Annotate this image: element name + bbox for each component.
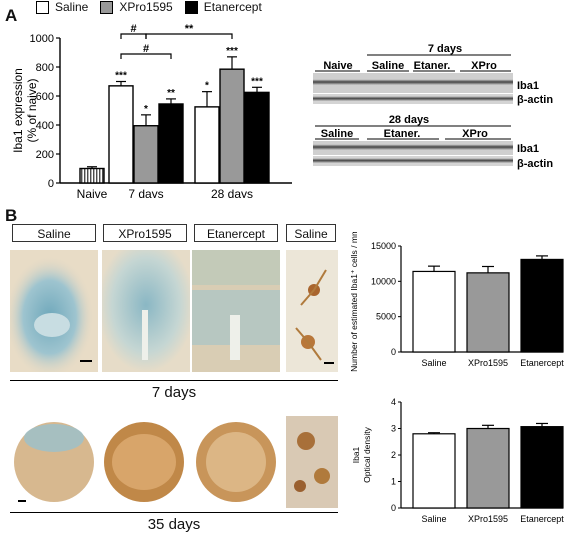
- micrograph-etanercept-35d: [192, 416, 280, 508]
- chart-b1-ytick-label: 10000: [371, 276, 396, 286]
- blot1-lane-xpro: XPro: [471, 60, 497, 72]
- chart-a-ytick-label: 200: [36, 149, 54, 161]
- blot2-lane-xpro: XPro: [462, 128, 488, 140]
- chart-b1-ytick-label: 0: [391, 347, 396, 357]
- chart-a: 0 200 400 600 800 1000 Iba1 expression(% of na…: [11, 23, 292, 198]
- chart-b2-bar-etanercept: [520, 426, 564, 509]
- chart-a-ytick-label: 400: [36, 120, 54, 132]
- chart-a-bar-Naive-Naive: [79, 167, 105, 184]
- chart-a-ytick-label: 800: [36, 62, 54, 74]
- blot2-actin-band: [313, 158, 513, 163]
- micrograph-etanercept-7d: [192, 250, 280, 372]
- chart-a-bracket-3-label: **: [185, 23, 194, 35]
- chart-b2-ytick-label: 2: [391, 450, 396, 460]
- blot2-lane-saline: Saline: [321, 128, 353, 140]
- img-label-etanercept: Etanercept: [194, 224, 278, 242]
- blot1-lane-saline: Saline: [372, 60, 404, 72]
- chart-a-ytick-label: 1000: [30, 33, 54, 45]
- chart-b1-ytick-label: 15000: [371, 241, 396, 251]
- blot2-lane-etaner: Etaner.: [384, 128, 421, 140]
- chart-b2-xlabel-etanercept: Etanercept: [520, 514, 564, 524]
- chart-a-bracket-3: [145, 33, 233, 39]
- micrograph-saline-7d: [10, 250, 98, 372]
- chart-b1-xlabel-etanercept: Etanercept: [520, 358, 564, 368]
- blot2-header: 28 days: [389, 114, 429, 126]
- chart-a-ytick-label: 600: [36, 91, 54, 103]
- chart-a-bar-28days-XPro1595: [219, 68, 245, 184]
- chart-a-xlabel-naive: Naive: [77, 187, 108, 198]
- chart-b1-ylabel: Number of estimated Iba1⁺ cells / mm²: [349, 232, 359, 372]
- chart-b-optical-density: 0 1 2 3 4 Iba1Optical density Saline XPro1595 Et…: [351, 397, 564, 524]
- chart-a-bracket-1-label: #: [130, 23, 136, 35]
- chart-a-bar-7days-XPro1595: [133, 125, 159, 184]
- chart-b2-ytick-label: 0: [391, 503, 396, 513]
- chart-b2-ytick-label: 4: [391, 397, 396, 407]
- chart-a-sig-label: *: [144, 104, 148, 115]
- chart-a-xlabel-7days: 7 days: [128, 187, 163, 198]
- chart-b2-xlabel-xpro1595: XPro1595: [468, 514, 508, 524]
- blot2-label-actin: β-actin: [517, 158, 553, 170]
- chart-b1-ytick-label: 5000: [376, 312, 396, 322]
- chart-a-sig-label: ***: [226, 46, 238, 57]
- chart-b2-bar-xpro1595: [466, 427, 510, 509]
- chart-a-bar-28days-Etanercept: [244, 91, 270, 184]
- chart-a-bar-7days-Etanercept: [158, 103, 184, 184]
- chart-a-bracket-2: [120, 53, 172, 59]
- divider-35d: [10, 512, 338, 513]
- blot1-lane-naive: Naive: [323, 60, 352, 72]
- blot1-header: 7 days: [428, 43, 462, 55]
- blot1-actin-band: [313, 96, 513, 101]
- chart-a-bar-28days-Saline: [194, 106, 220, 184]
- legend-swatch-etanercept: [184, 0, 198, 14]
- label-7-days: 7 days: [151, 384, 197, 401]
- micrograph-saline-7d-zoom: [286, 250, 338, 372]
- chart-b1-xlabel-saline: Saline: [421, 358, 446, 368]
- chart-b2-xlabel-saline: Saline: [421, 514, 446, 524]
- legend-label-etanercept: Etanercept: [203, 0, 262, 14]
- img-label-saline-zoom: Saline: [286, 224, 336, 242]
- chart-b1-bar-xpro1595: [466, 272, 510, 353]
- micrograph-xpro1595-35d: [100, 416, 188, 508]
- blot1-lane-etaner: Etaner.: [414, 60, 451, 72]
- micrograph-saline-35d: [10, 416, 98, 508]
- chart-a-sig-label: ***: [115, 71, 127, 82]
- chart-a-bar-7days-Saline: [108, 85, 134, 184]
- label-35-days: 35 days: [147, 516, 201, 533]
- chart-a-sig-label: *: [205, 81, 209, 92]
- chart-a-bracket-2-label: #: [143, 43, 149, 55]
- chart-a-xlabel-28days: 28 days: [211, 187, 253, 198]
- chart-a-ytick-label: 0: [48, 178, 54, 190]
- micrograph-xpro1595-7d: [102, 250, 190, 372]
- panel-letter-a: A: [5, 6, 18, 25]
- img-label-xpro1595: XPro1595: [103, 224, 187, 242]
- western-blot-panel: 7 days Naive Saline Etaner. XPro Iba1 β-…: [313, 43, 553, 170]
- chart-b1-bar-etanercept: [520, 258, 564, 353]
- chart-b2-ytick-label: 1: [391, 477, 396, 487]
- legend-label-xpro: XPro1595: [119, 0, 173, 14]
- blot2-iba1-band: [313, 144, 513, 150]
- chart-a-sig-label: **: [167, 88, 175, 99]
- chart-b2-ytick-label: 3: [391, 424, 396, 434]
- panel-letter-b: B: [5, 206, 18, 225]
- legend-swatch-xpro: [100, 0, 114, 14]
- legend: Saline XPro1595 Etanercept: [36, 0, 262, 14]
- chart-b2-ylabel: Iba1Optical density: [351, 426, 372, 482]
- blot1-label-iba1: Iba1: [517, 80, 539, 92]
- blot2-label-iba1: Iba1: [517, 143, 539, 155]
- img-label-saline: Saline: [12, 224, 96, 242]
- chart-a-sig-label: ***: [251, 76, 263, 87]
- legend-swatch-saline: [36, 0, 49, 14]
- chart-b1-bar-saline: [412, 270, 456, 353]
- chart-a-ylabel: Iba1 expression(% of naive): [11, 68, 39, 153]
- blot1-label-actin: β-actin: [517, 94, 553, 106]
- divider-7d: [10, 380, 338, 381]
- micrograph-saline-35d-zoom: [286, 416, 338, 508]
- legend-label-saline: Saline: [55, 0, 89, 14]
- chart-b-cell-count: 0 5000 10000 15000 Number of estimated Iba1⁺…: [349, 232, 564, 372]
- chart-b1-xlabel-xpro1595: XPro1595: [468, 358, 508, 368]
- chart-b2-bar-saline: [412, 433, 456, 509]
- blot1-iba1-band: [313, 79, 513, 85]
